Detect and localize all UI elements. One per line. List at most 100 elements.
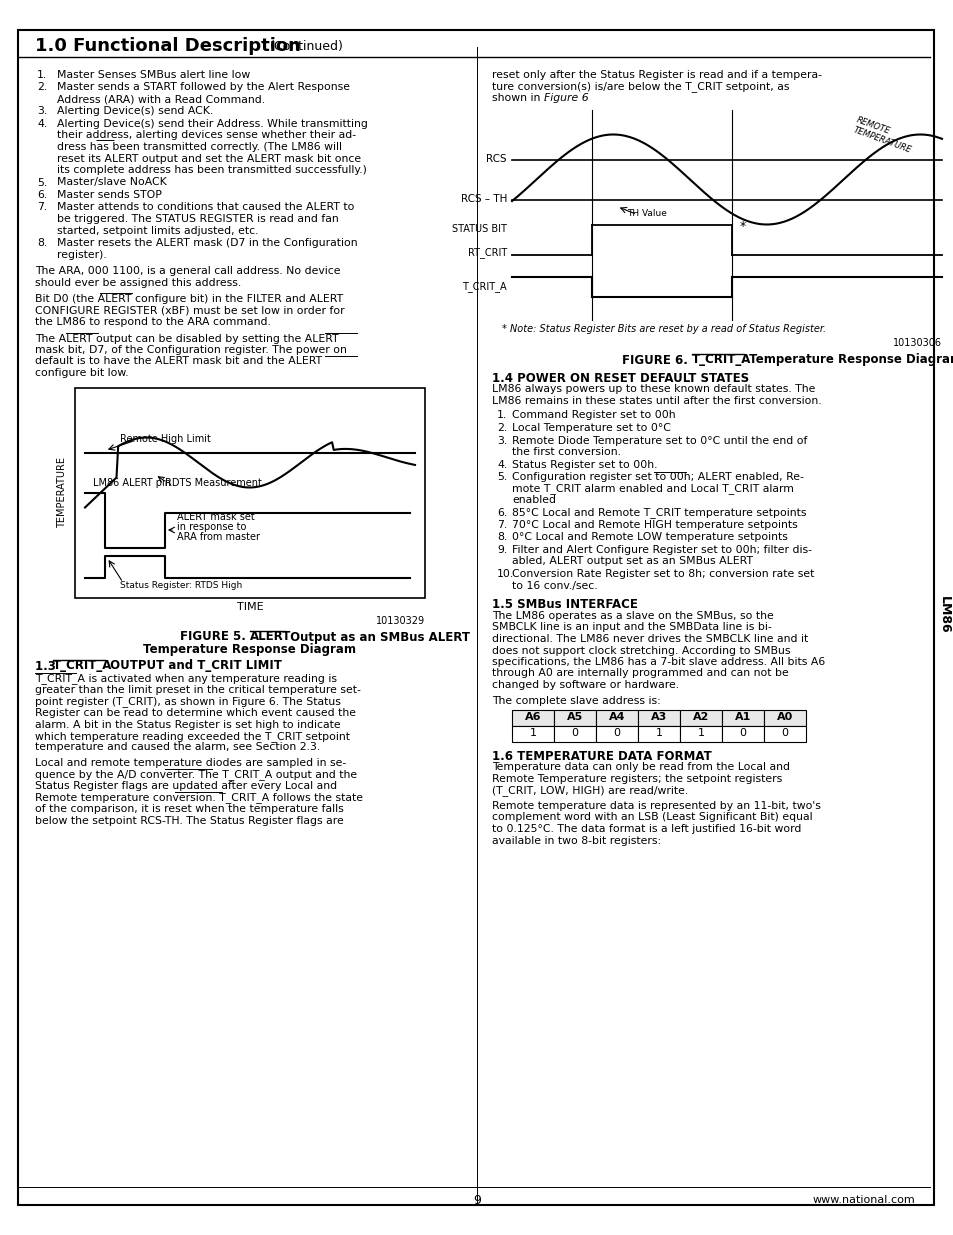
Text: STATUS BIT: STATUS BIT <box>452 225 506 235</box>
Text: A1: A1 <box>734 713 750 722</box>
Text: ALERT: ALERT <box>250 631 291 643</box>
Text: RT_CRIT: RT_CRIT <box>467 247 506 258</box>
Text: Remote Diode Temperature set to 0°C until the end of: Remote Diode Temperature set to 0°C unti… <box>512 436 806 446</box>
Text: Temperature Response Diagram: Temperature Response Diagram <box>744 353 953 367</box>
Text: 7.: 7. <box>497 520 507 530</box>
Text: Local and remote temperature diodes are sampled in se-: Local and remote temperature diodes are … <box>35 758 346 768</box>
FancyBboxPatch shape <box>721 725 763 741</box>
Text: default is to have the ALERT mask bit and the ALERT: default is to have the ALERT mask bit an… <box>35 357 322 367</box>
Text: Filter and Alert Configure Register set to 00h; filter dis-: Filter and Alert Configure Register set … <box>512 545 811 555</box>
Text: Figure 6: Figure 6 <box>543 93 588 103</box>
FancyBboxPatch shape <box>763 709 805 725</box>
Text: The complete slave address is:: The complete slave address is: <box>492 695 660 705</box>
Text: point register (T_CRIT), as shown in Figure 6. The Status: point register (T_CRIT), as shown in Fig… <box>35 697 340 708</box>
Text: available in two 8-bit registers:: available in two 8-bit registers: <box>492 836 660 846</box>
Text: 5.: 5. <box>37 178 48 188</box>
Text: which temperature reading exceeded the T_CRIT setpoint: which temperature reading exceeded the T… <box>35 731 350 742</box>
Text: * Note: Status Register Bits are reset by a read of Status Register.: * Note: Status Register Bits are reset b… <box>501 325 825 335</box>
Text: in response to: in response to <box>177 522 246 532</box>
Text: T_CRIT_A: T_CRIT_A <box>691 353 751 367</box>
Text: reset only after the Status Register is read and if a tempera-: reset only after the Status Register is … <box>492 70 821 80</box>
Text: Output as an SMBus ALERT: Output as an SMBus ALERT <box>286 631 470 643</box>
Text: 1.3: 1.3 <box>35 659 60 673</box>
Text: FIGURE 6.: FIGURE 6. <box>621 353 691 367</box>
Text: Master attends to conditions that caused the ALERT to: Master attends to conditions that caused… <box>57 203 354 212</box>
Text: 10130306: 10130306 <box>892 337 941 347</box>
Text: 10130329: 10130329 <box>375 616 424 626</box>
Text: T_CRIT_A: T_CRIT_A <box>53 659 112 673</box>
Text: started, setpoint limits adjusted, etc.: started, setpoint limits adjusted, etc. <box>57 226 258 236</box>
FancyBboxPatch shape <box>596 725 638 741</box>
Text: does not support clock stretching. According to SMBus: does not support clock stretching. Accor… <box>492 646 790 656</box>
Text: Master sends a START followed by the Alert Response: Master sends a START followed by the Ale… <box>57 83 350 93</box>
FancyBboxPatch shape <box>679 709 721 725</box>
Text: enabled: enabled <box>512 495 556 505</box>
Text: dress has been transmitted correctly. (The LM86 will: dress has been transmitted correctly. (T… <box>57 142 341 152</box>
Text: The ALERT output can be disabled by setting the ALERT: The ALERT output can be disabled by sett… <box>35 333 338 343</box>
Text: 2.: 2. <box>497 424 507 433</box>
Text: Remote Temperature registers; the setpoint registers: Remote Temperature registers; the setpoi… <box>492 774 781 784</box>
FancyBboxPatch shape <box>596 709 638 725</box>
Text: 1: 1 <box>529 729 536 739</box>
Text: LM86 remains in these states until after the first conversion.: LM86 remains in these states until after… <box>492 396 821 406</box>
Text: RDTS Measurement: RDTS Measurement <box>165 478 262 488</box>
Text: 3.: 3. <box>497 436 507 446</box>
Text: T_CRIT_A is activated when any temperature reading is: T_CRIT_A is activated when any temperatu… <box>35 673 336 684</box>
Text: A5: A5 <box>566 713 582 722</box>
Text: register).: register). <box>57 249 107 259</box>
Text: Temperature data can only be read from the Local and: Temperature data can only be read from t… <box>492 762 789 773</box>
Text: 8.: 8. <box>37 238 48 248</box>
Text: specifications, the LM86 has a 7-bit slave address. All bits A6: specifications, the LM86 has a 7-bit sla… <box>492 657 824 667</box>
Text: 5.: 5. <box>497 472 507 482</box>
Text: below the setpoint RCS-TH. The Status Register flags are: below the setpoint RCS-TH. The Status Re… <box>35 815 343 825</box>
Text: should ever be assigned this address.: should ever be assigned this address. <box>35 278 241 288</box>
Text: Remote High Limit: Remote High Limit <box>120 435 211 445</box>
Text: 1.6 TEMPERATURE DATA FORMAT: 1.6 TEMPERATURE DATA FORMAT <box>492 750 711 762</box>
Text: 6.: 6. <box>37 190 48 200</box>
Text: TEMPERATURE: TEMPERATURE <box>57 457 67 529</box>
Text: temperature and caused the alarm, see Section 2.3.: temperature and caused the alarm, see Se… <box>35 742 320 752</box>
Text: of the comparison, it is reset when the temperature falls: of the comparison, it is reset when the … <box>35 804 343 814</box>
Text: *: * <box>740 220 745 233</box>
Text: Remote temperature conversion. T_CRIT_A follows the state: Remote temperature conversion. T_CRIT_A … <box>35 793 363 804</box>
Text: TIME: TIME <box>236 603 263 613</box>
Text: 70°C Local and Remote HIGH temperature setpoints: 70°C Local and Remote HIGH temperature s… <box>512 520 797 530</box>
Text: greater than the limit preset in the critical temperature set-: greater than the limit preset in the cri… <box>35 685 360 695</box>
Text: A3: A3 <box>650 713 666 722</box>
Text: Temperature Response Diagram: Temperature Response Diagram <box>143 643 356 657</box>
Text: Master/slave NoACK: Master/slave NoACK <box>57 178 167 188</box>
Text: configure bit low.: configure bit low. <box>35 368 129 378</box>
FancyBboxPatch shape <box>554 725 596 741</box>
Text: 0: 0 <box>739 729 745 739</box>
Text: alarm. A bit in the Status Register is set high to indicate: alarm. A bit in the Status Register is s… <box>35 720 340 730</box>
Text: ALERT mask set: ALERT mask set <box>177 513 254 522</box>
FancyBboxPatch shape <box>554 709 596 725</box>
Text: its complete address has been transmitted successfully.): its complete address has been transmitte… <box>57 165 367 175</box>
Text: directional. The LM86 never drives the SMBCLK line and it: directional. The LM86 never drives the S… <box>492 634 807 643</box>
Text: changed by software or hardware.: changed by software or hardware. <box>492 680 679 690</box>
Text: A6: A6 <box>524 713 540 722</box>
Text: Command Register set to 00h: Command Register set to 00h <box>512 410 675 420</box>
Text: ARA from master: ARA from master <box>177 532 260 542</box>
Text: Status Register: RTDS High: Status Register: RTDS High <box>120 580 242 589</box>
Text: 2.: 2. <box>37 83 48 93</box>
Text: A0: A0 <box>776 713 792 722</box>
Text: mask bit, D7, of the Configuration register. The power on: mask bit, D7, of the Configuration regis… <box>35 345 347 354</box>
Text: Remote temperature data is represented by an 11-bit, two's: Remote temperature data is represented b… <box>492 802 820 811</box>
Text: shown in .: shown in . <box>492 93 550 103</box>
Text: The ARA, 000 1100, is a general call address. No device: The ARA, 000 1100, is a general call add… <box>35 266 340 275</box>
FancyBboxPatch shape <box>512 725 554 741</box>
Text: 8.: 8. <box>497 532 507 542</box>
Text: 7.: 7. <box>37 203 48 212</box>
Text: reset its ALERT output and set the ALERT mask bit once: reset its ALERT output and set the ALERT… <box>57 153 361 163</box>
Text: REMOTE
TEMPERATURE: REMOTE TEMPERATURE <box>851 115 915 154</box>
Text: to 16 conv./sec.: to 16 conv./sec. <box>512 580 597 590</box>
Text: complement word with an LSB (Least Significant Bit) equal: complement word with an LSB (Least Signi… <box>492 813 812 823</box>
Text: 4.: 4. <box>497 459 507 469</box>
Text: RCS: RCS <box>486 154 506 164</box>
Text: FIGURE 5.: FIGURE 5. <box>180 631 250 643</box>
Text: LM86 ALERT pin: LM86 ALERT pin <box>92 478 171 488</box>
Text: 9.: 9. <box>497 545 507 555</box>
Text: their address, alerting devices sense whether their ad-: their address, alerting devices sense wh… <box>57 131 355 141</box>
Text: quence by the A/D converter. The T_CRIT_A output and the: quence by the A/D converter. The T_CRIT_… <box>35 769 356 781</box>
